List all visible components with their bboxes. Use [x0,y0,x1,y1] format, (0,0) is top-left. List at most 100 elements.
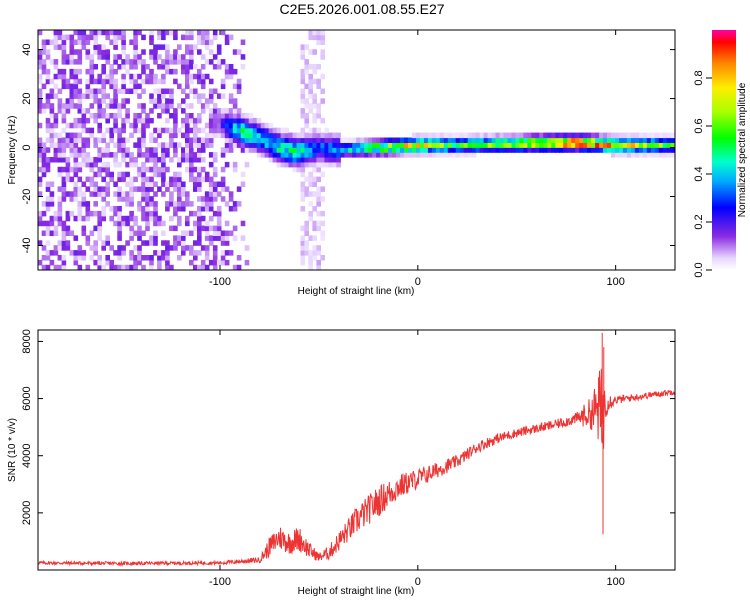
spectrogram-cell [61,127,67,134]
spectrogram-cell [200,64,206,70]
spectrogram-cell [300,171,306,178]
spectrogram-cell [105,127,110,134]
spectrogram-cell [121,88,126,94]
spectrogram-cell [308,161,313,168]
spectrogram-cell [611,142,616,148]
spectrogram-cell [77,186,83,192]
spectrogram-cell [212,196,218,202]
spectrogram-cell [121,171,126,178]
spectrogram-cell [563,142,568,148]
spectrogram-cell [292,147,298,153]
spectrogram-cell [332,142,337,148]
spectrogram-cell [121,73,126,80]
spectrogram-cell [109,137,114,143]
spectrogram-cell [427,132,433,139]
spectrogram-cell [368,142,373,148]
spectrogram-cell [320,54,325,60]
spectrogram-cell [599,137,604,143]
spectrogram-cell [197,181,202,187]
spectrogram-cell [204,196,210,202]
spectrogram-cell [153,78,158,85]
spectrogram-cell [320,142,325,148]
spectrogram-cell [435,152,441,158]
spectrogram-cell [312,152,317,158]
spectrogram-cell [626,132,632,139]
spectrogram-cell [69,210,75,217]
spectrogram-cell [300,132,306,139]
spectrogram-cell [165,264,170,270]
spectrogram-cell [197,30,202,36]
spectrogram-cell [300,49,306,55]
spectrogram-cell [197,264,202,270]
spectrogram-cell [145,78,150,85]
spectrogram-cell [479,147,485,153]
spectrogram-x-tick-label: 0 [415,276,421,288]
spectrogram-cell [312,166,317,173]
spectrogram-cell [388,147,393,153]
spectrogram-cell [666,152,672,158]
spectrogram-cell [459,147,465,153]
spectrogram-cell [165,250,170,256]
spectrogram-cell [57,34,63,41]
spectrogram-cell [153,235,158,241]
spectrogram-cell [137,186,142,192]
spectrogram-cell [53,59,59,65]
spectrogram-cell [232,225,238,232]
spectrogram-cell [185,34,190,41]
spectrogram-cell [630,137,636,143]
spectrogram-cell [145,255,150,261]
spectrogram-cell [595,142,600,148]
spectrogram-cell [73,39,79,45]
spectrogram-cell [411,142,417,148]
colorbar-tick-label: 0.0 [693,262,705,277]
spectrogram-cell [197,137,202,143]
spectrogram-cell [85,161,91,168]
spectrogram-cell [57,206,63,212]
spectrogram-cell [423,147,429,153]
spectrogram-cell [626,142,632,148]
spectrogram-cell [157,259,162,266]
spectrogram-cell [117,186,122,192]
spectrogram-cell [312,113,317,119]
spectrogram-cell [208,176,214,183]
spectrogram-cell [117,108,122,114]
spectrogram-cell [129,39,134,45]
spectrogram-cell [153,166,158,173]
spectrogram-cell [427,137,433,143]
spectrogram-cell [117,225,122,232]
spectrogram-cell [312,93,317,99]
spectrogram-cell [113,250,118,256]
spectrogram-cell [316,259,321,266]
spectrogram-cell [208,39,214,45]
spectrogram-cell [197,117,202,124]
spectrogram-cell [662,147,668,153]
spectrogram-cell [101,54,106,60]
spectrogram-cell [93,93,98,99]
spectrogram-cell [204,39,210,45]
spectrogram-cell [431,132,437,139]
spectrogram-cell [101,206,106,212]
spectrogram-cell [181,132,186,139]
spectrogram-cell [81,44,87,50]
spectrogram-cell [125,161,130,168]
spectrogram-cell [149,235,154,241]
spectrogram-cell [240,137,246,143]
spectrogram-cell [41,255,47,261]
spectrogram-cell [161,220,166,227]
spectrogram-cell [197,225,202,232]
spectrogram-cell [220,108,226,114]
spectrogram-cell [308,83,313,90]
spectrogram-cell [308,176,313,183]
spectrogram-cell [65,215,71,222]
spectrogram-cell [193,264,198,270]
spectrogram-cell [53,117,59,124]
spectrogram-cell [316,39,321,45]
spectrogram-cell [216,215,222,222]
spectrogram-cell [300,161,306,168]
spectrogram-cell [85,215,91,222]
spectrogram-cell [451,137,457,143]
spectrogram-cell [228,113,234,119]
spectrogram-cell [73,49,79,55]
spectrogram-cell [316,157,321,163]
spectrogram-cell [85,68,91,75]
